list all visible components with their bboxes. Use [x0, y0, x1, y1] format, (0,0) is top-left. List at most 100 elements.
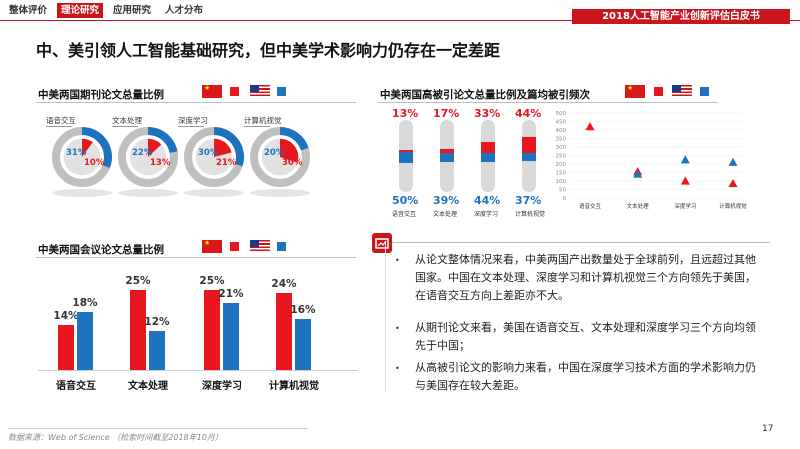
donut-separator — [62, 137, 102, 177]
scatter-y-tick: 50 — [559, 188, 566, 194]
donut-usa-value: 20% — [264, 148, 285, 158]
donut-shadow — [250, 189, 310, 197]
usa-highly-cited-fill — [440, 153, 454, 162]
china-citation-marker — [728, 179, 738, 188]
donut-usa-arc — [214, 127, 244, 167]
usa-legend-swatch — [277, 242, 286, 251]
scatter-y-tick: 250 — [556, 154, 567, 160]
donut-shadow — [52, 189, 112, 197]
donut-separator — [128, 137, 168, 177]
usa-flag-icon — [250, 240, 270, 253]
china-highly-cited-value: 33% — [474, 107, 501, 120]
highly-cited-pill — [399, 120, 413, 192]
tab-overall[interactable]: 整体评价 — [9, 5, 48, 16]
china-flag-icon — [202, 239, 222, 253]
conference-section-title: 中美两国会议论文总量比例 — [38, 244, 164, 256]
donut-china-value: 13% — [150, 158, 171, 168]
highly-cited-pill — [522, 120, 536, 192]
scatter-x-label: 文本处理 — [627, 202, 650, 210]
usa-flag-icon — [672, 85, 692, 98]
china-conference-bar — [204, 289, 220, 370]
bullet-dot: • — [395, 324, 400, 333]
usa-legend-swatch — [277, 87, 286, 96]
china-legend-swatch — [230, 242, 239, 251]
citation-scatter-chart: 0 50 100 150 200 250 300 350 400 450 500 语音交互 文本处理 深度… — [556, 111, 748, 210]
usa-highly-cited-fill — [481, 152, 495, 163]
usa-conference-bar — [295, 318, 311, 370]
scatter-y-tick: 450 — [556, 120, 567, 126]
analysis-panel-border — [385, 242, 386, 392]
usa-conference-bar — [149, 331, 165, 370]
china-conference-value: 25% — [199, 274, 225, 287]
china-flag-icon — [625, 84, 645, 98]
bullet-dot: • — [395, 256, 400, 265]
highly-cited-category-label: 深度学习 — [474, 211, 499, 218]
usa-citation-marker — [633, 169, 643, 178]
donut-china-value: 30% — [282, 158, 303, 168]
highly-cited-pill — [481, 120, 495, 192]
highly-cited-category-label: 计算机视觉 — [515, 211, 546, 218]
usa-conference-value: 18% — [72, 297, 98, 310]
usa-highly-cited-value: 50% — [392, 194, 419, 207]
china-conference-bar — [276, 292, 292, 370]
conference-category-label: 深度学习 — [202, 381, 242, 392]
usa-highly-cited-fill — [522, 153, 536, 162]
usa-citation-marker — [680, 155, 690, 164]
donut-usa-value: 30% — [198, 148, 219, 158]
china-conference-bar — [58, 325, 74, 370]
usa-highly-cited-fill — [399, 152, 413, 164]
donut-separator — [260, 137, 300, 177]
donut-category-label: 语音交互 — [46, 116, 76, 125]
bullet-dot: • — [395, 364, 400, 373]
scatter-y-tick: 100 — [556, 179, 567, 185]
report-title: 2018人工智能产业创新评估白皮书 — [572, 9, 790, 24]
china-highly-cited-value: 44% — [515, 107, 542, 120]
usa-conference-bar — [77, 312, 93, 370]
tab-talent[interactable]: 人才分布 — [165, 5, 204, 16]
journal-section-title: 中美两国期刊论文总量比例 — [38, 89, 164, 101]
donut-usa-arc — [148, 127, 178, 153]
china-conference-bar — [130, 289, 146, 370]
china-conference-value: 14% — [53, 310, 79, 322]
usa-conference-value: 16% — [290, 303, 316, 316]
highly-cited-category-label: 语音交互 — [392, 211, 417, 218]
china-conference-value: 24% — [271, 277, 297, 290]
scatter-y-tick: 400 — [556, 128, 567, 134]
donut-china-value: 21% — [216, 158, 237, 168]
donut-shadow — [118, 189, 178, 197]
china-highly-cited-value: 17% — [433, 107, 460, 120]
usa-citation-marker — [728, 157, 738, 166]
highly-cited-section-rule — [378, 102, 718, 103]
tab-application[interactable]: 应用研究 — [113, 5, 152, 16]
usa-flag-icon — [250, 85, 270, 98]
analysis-rule — [385, 242, 770, 243]
usa-conference-bar — [223, 302, 239, 370]
china-citation-marker — [585, 122, 595, 131]
donut-category-label: 深度学习 — [178, 116, 208, 125]
donut-usa-value: 31% — [66, 148, 87, 158]
donut-usa-arc — [280, 127, 309, 151]
bullet-journal: 从期刊论文来看，美国在语音交互、文本处理和深度学习三个方向均领先于中国； — [415, 321, 756, 352]
bullet-highly-cited: 从高被引论文的影响力来看，中国在深度学习技术方面的学术影响力仍与美国存在较大差距… — [415, 361, 756, 392]
china-citation-marker — [680, 176, 690, 185]
header-divider — [0, 20, 800, 21]
china-highly-cited-fill — [481, 141, 495, 155]
tab-theory[interactable]: 理论研究 — [57, 3, 104, 18]
donut-leader-line — [178, 126, 204, 127]
donut-china-slice — [148, 138, 162, 157]
journal-section-rule — [36, 102, 356, 103]
donut-leader-line — [46, 126, 72, 127]
donut-china-slice — [214, 138, 233, 157]
page-number: 17 — [762, 424, 774, 434]
donut-usa-arc — [82, 127, 113, 169]
usa-highly-cited-value: 44% — [474, 194, 501, 207]
scatter-y-tick: 0 — [563, 196, 567, 202]
scatter-x-label: 计算机视觉 — [719, 202, 747, 210]
donut-leader-line — [244, 126, 270, 127]
donut-shadow — [184, 189, 244, 197]
donut-china-slice — [280, 138, 299, 163]
scatter-y-tick: 200 — [556, 162, 567, 168]
china-legend-swatch — [230, 87, 239, 96]
usa-highly-cited-value: 37% — [515, 194, 542, 207]
donut-china-slice — [82, 138, 94, 157]
